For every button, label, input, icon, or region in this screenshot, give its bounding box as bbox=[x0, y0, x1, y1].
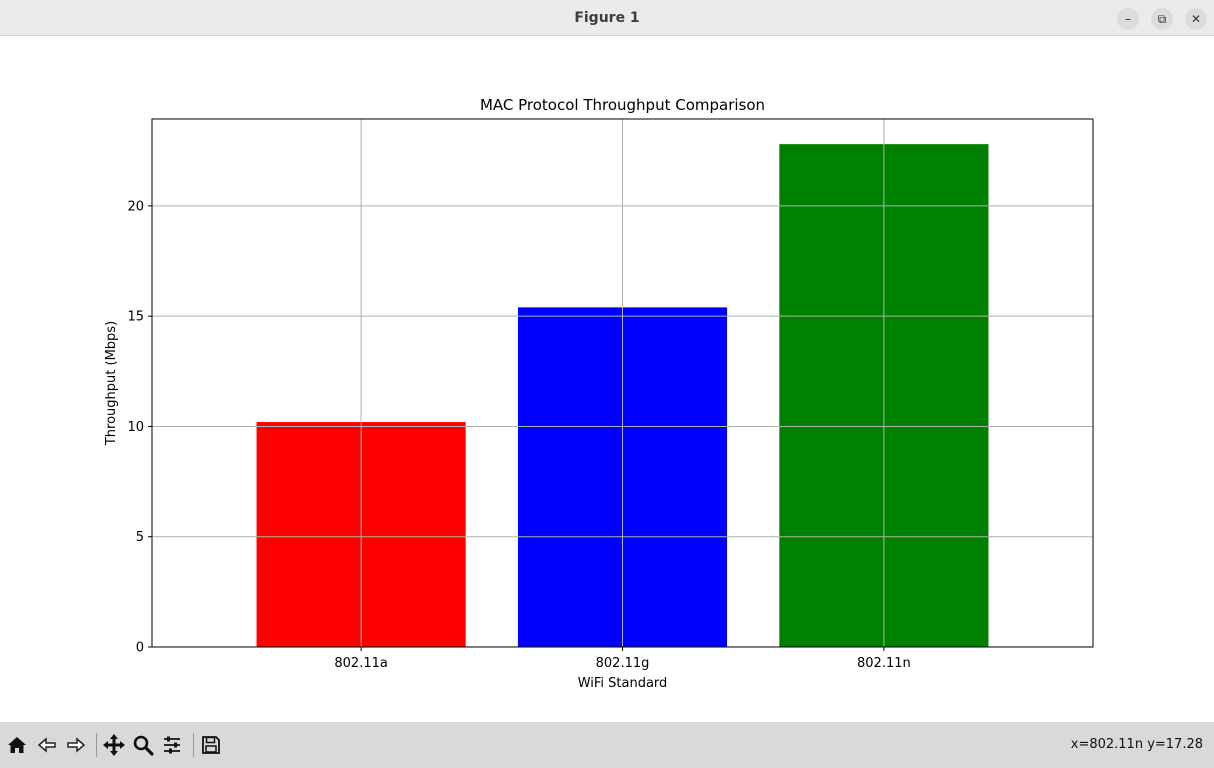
bar-chart: MAC Protocol Throughput Comparison WiFi … bbox=[104, 96, 1094, 691]
home-icon[interactable] bbox=[4, 731, 30, 759]
cursor-coordinates: x=802.11n y=17.28 bbox=[1070, 737, 1203, 752]
x-axis-label: WiFi Standard bbox=[578, 676, 668, 691]
maximize-button[interactable]: ⧉ bbox=[1151, 8, 1173, 30]
close-button[interactable]: ✕ bbox=[1185, 8, 1207, 30]
y-tick-label: 5 bbox=[136, 530, 144, 545]
axes-group: 0 5 10 15 20 802.11a 802.11g 802.11n bbox=[127, 118, 1094, 671]
configure-subplots-icon[interactable] bbox=[159, 731, 185, 759]
save-icon[interactable] bbox=[198, 731, 224, 759]
navigation-toolbar: x=802.11n y=17.28 bbox=[0, 722, 1214, 768]
toolbar-separator bbox=[193, 733, 194, 757]
y-tick-label: 0 bbox=[136, 641, 144, 656]
window-titlebar: Figure 1 – ⧉ ✕ bbox=[0, 0, 1214, 36]
figure-canvas[interactable]: MAC Protocol Throughput Comparison WiFi … bbox=[0, 37, 1214, 722]
y-tick-label: 15 bbox=[127, 310, 144, 325]
toolbar-separator bbox=[96, 733, 97, 757]
minimize-button[interactable]: – bbox=[1117, 8, 1139, 30]
y-tick-label: 10 bbox=[127, 420, 144, 435]
x-tick-label: 802.11a bbox=[334, 656, 387, 671]
zoom-icon[interactable] bbox=[130, 731, 156, 759]
x-tick-label: 802.11g bbox=[596, 656, 650, 671]
y-tick-label: 20 bbox=[127, 199, 144, 214]
back-arrow-icon[interactable] bbox=[34, 731, 60, 759]
x-tick-label: 802.11n bbox=[857, 656, 911, 671]
forward-arrow-icon[interactable] bbox=[63, 731, 89, 759]
y-axis-label: Throughput (Mbps) bbox=[104, 321, 119, 446]
chart-title: MAC Protocol Throughput Comparison bbox=[480, 96, 765, 114]
window-title: Figure 1 bbox=[574, 10, 640, 26]
pan-icon[interactable] bbox=[101, 731, 127, 759]
